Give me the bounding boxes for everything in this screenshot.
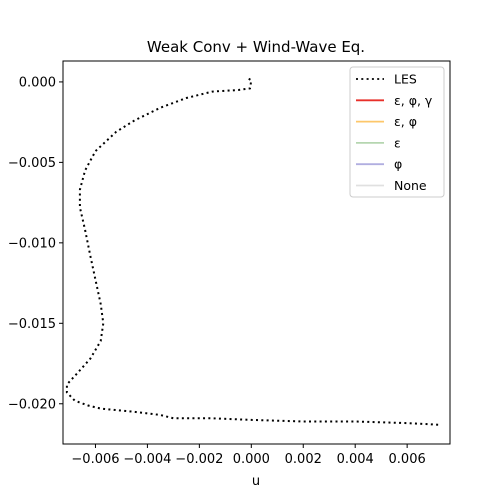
y-axis: 0.000 −0.005 −0.010 −0.015 −0.020: [8, 75, 63, 412]
y-tick-label: −0.005: [8, 156, 56, 171]
legend: LES ε, φ, γ ε, φ εφ None: [349, 66, 445, 198]
axes-frame: [62, 60, 451, 445]
legend-label: φ: [394, 157, 402, 172]
x-axis-label: u: [252, 474, 260, 489]
x-tick-label: 0.002: [285, 452, 322, 467]
chart-title: Weak Conv + Wind-Wave Eq.: [147, 38, 365, 56]
y-tick-label: −0.020: [8, 397, 56, 412]
legend-label: ε, φ, γ: [394, 93, 433, 108]
x-tick-label: −0.006: [71, 452, 119, 467]
x-tick-label: −0.002: [175, 452, 223, 467]
x-axis: −0.006 −0.004 −0.002 0.000 0.002 0.004 0.006: [71, 444, 426, 467]
y-tick-label: −0.010: [8, 236, 56, 251]
x-tick-label: 0.004: [337, 452, 374, 467]
x-tick-label: −0.004: [123, 452, 171, 467]
legend-label: ε: [394, 135, 401, 150]
x-tick-label: 0.006: [389, 452, 426, 467]
legend-label: LES: [394, 72, 417, 87]
legend-label: None: [394, 178, 427, 193]
legend-label: ε, φ: [394, 114, 417, 129]
y-tick-label: −0.015: [8, 317, 56, 332]
y-tick-label: 0.000: [19, 75, 56, 90]
x-tick-label: 0.000: [233, 452, 270, 467]
